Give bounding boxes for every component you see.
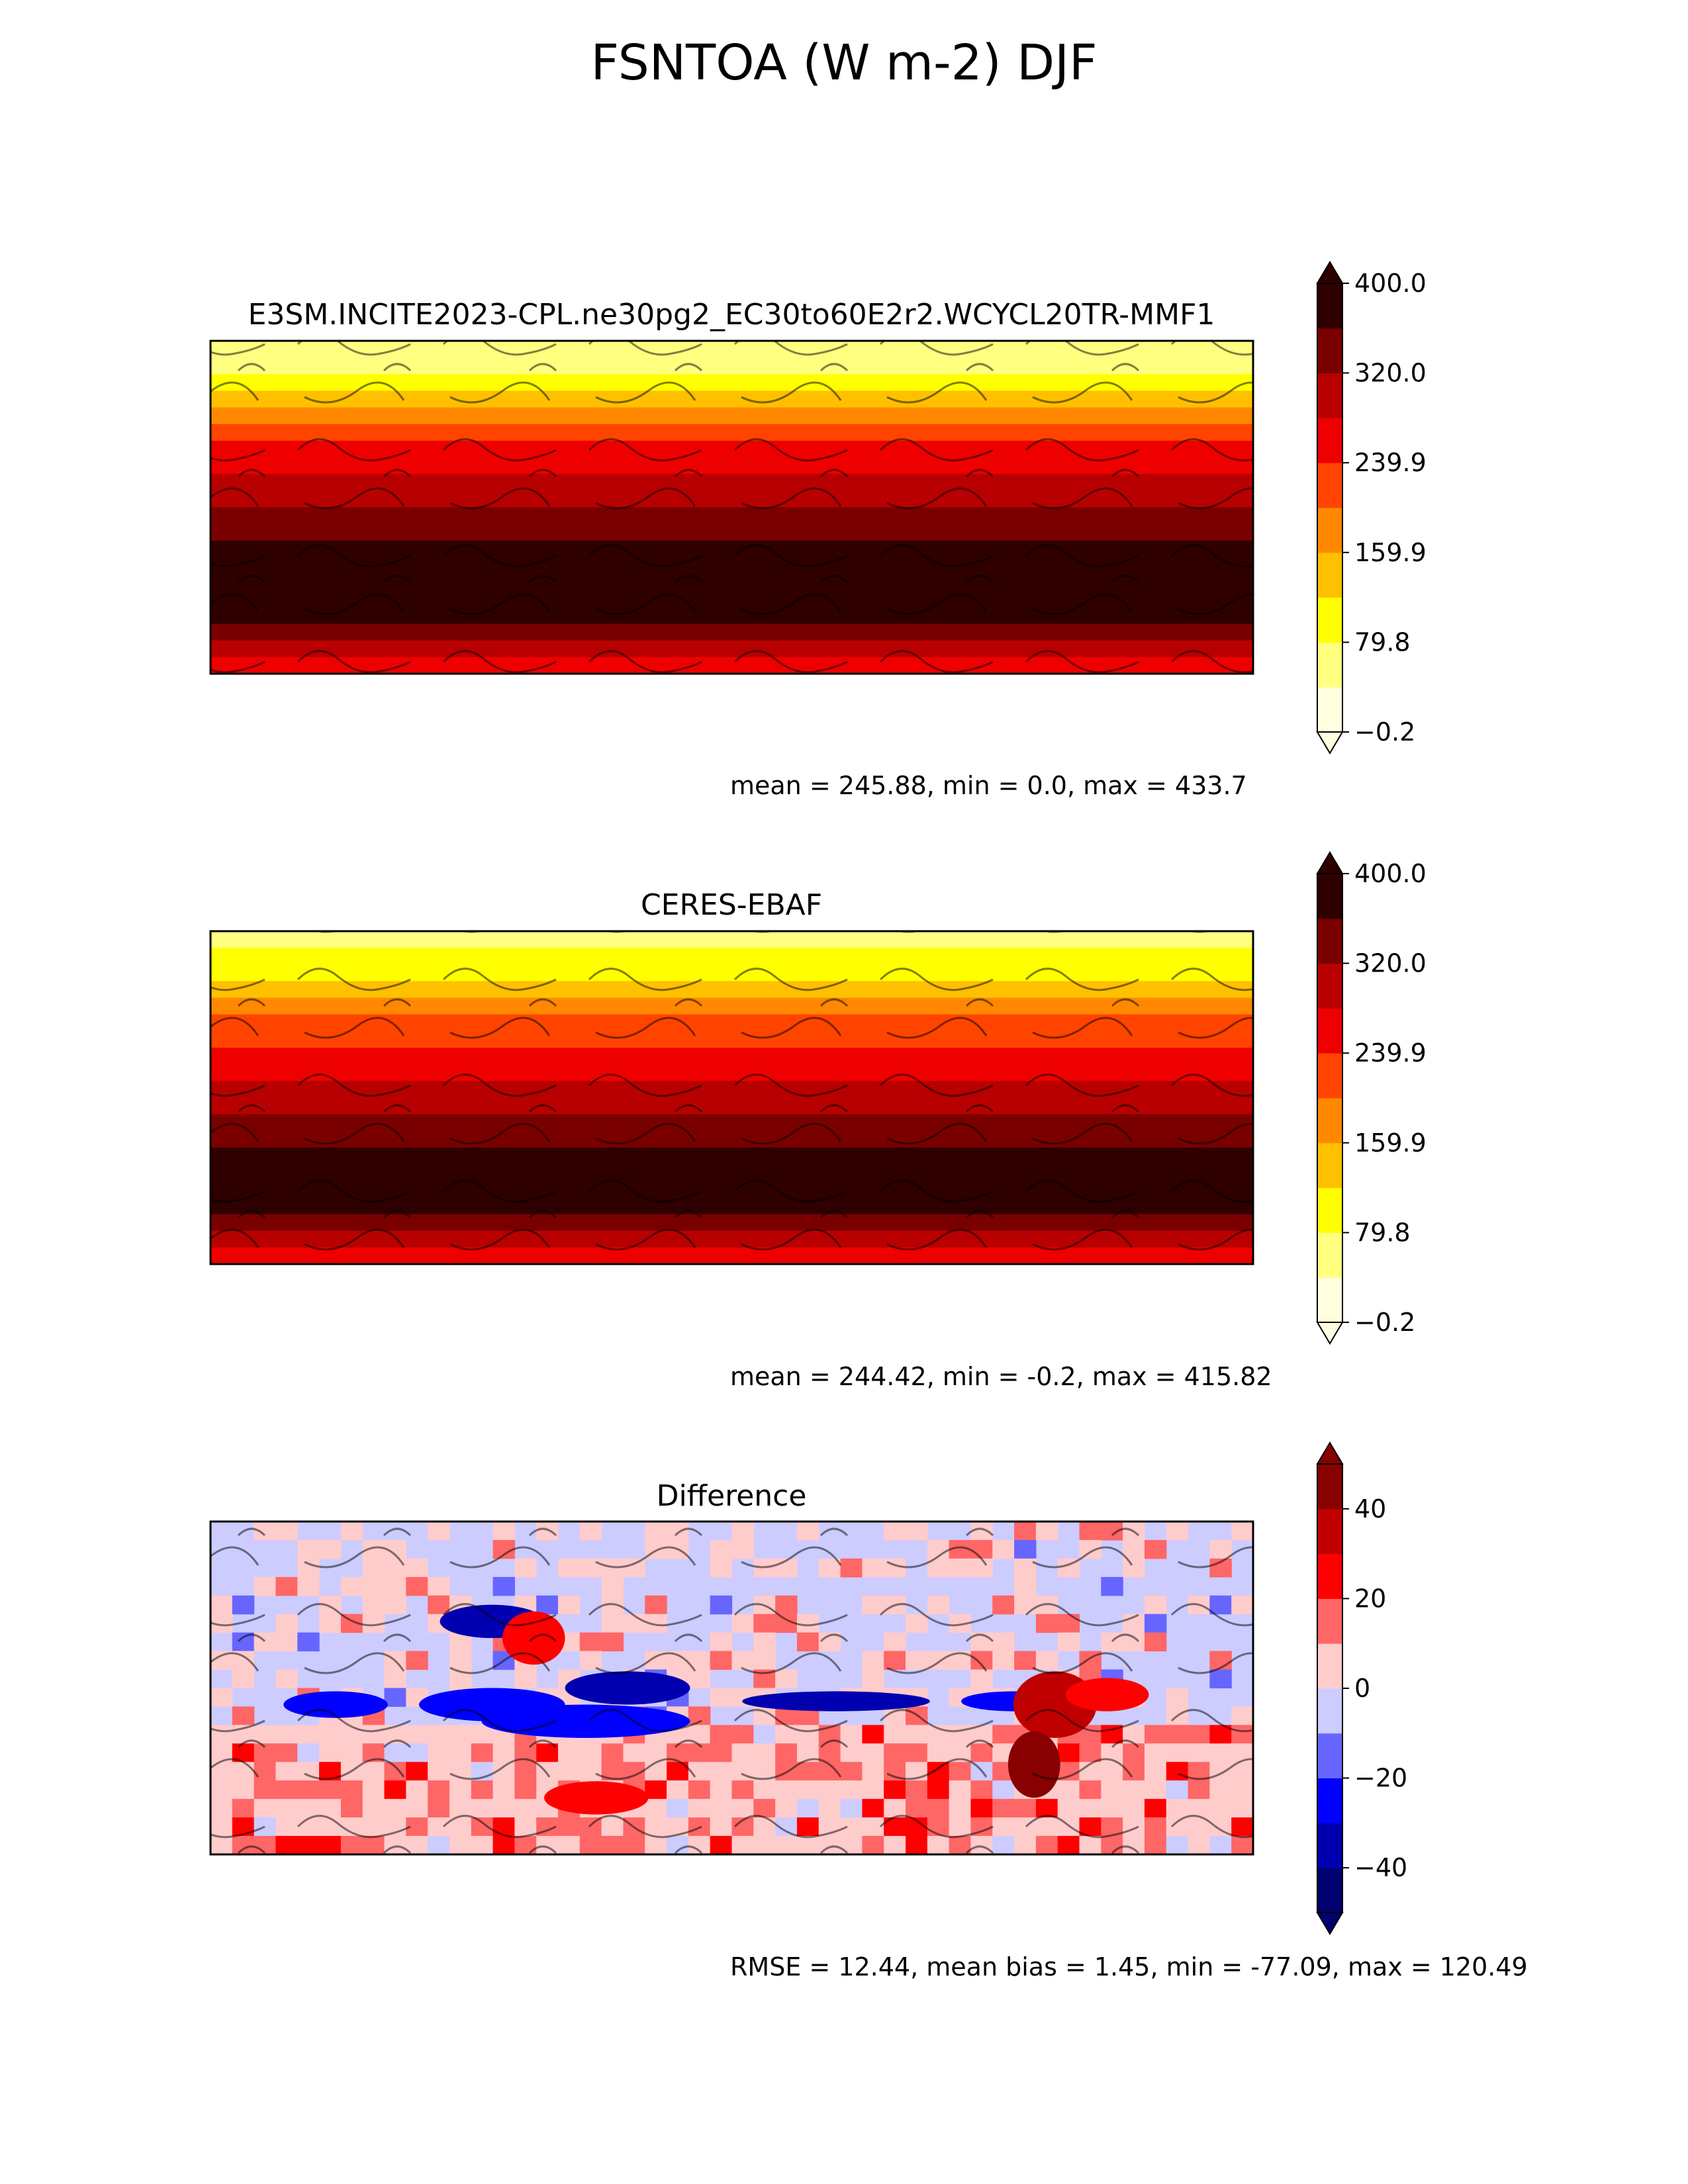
colorbar-segment	[1317, 1187, 1342, 1233]
colorbar-tick-label: 159.9	[1354, 1128, 1427, 1158]
colorbar-segment	[1317, 1868, 1342, 1913]
colorbar-segment	[1317, 642, 1342, 688]
colorbar-segment	[1317, 1053, 1342, 1099]
panel-3: Difference 40 20 0 −20 −40 RMSE = 12.44, mea…	[209, 1441, 1528, 1981]
colorbar-segment	[1317, 418, 1342, 463]
panel-1-title: E3SM.INCITE2023-CPL.ne30pg2_EC30to60E2r2…	[248, 298, 1215, 332]
colorbar-extend-max	[1316, 851, 1344, 874]
colorbar-segment	[1317, 963, 1342, 1009]
colorbar-tick-label: 320.0	[1354, 949, 1427, 978]
panel-3-coastlines	[211, 1522, 1253, 1854]
colorbar-tick-label: −40	[1354, 1853, 1407, 1882]
colorbar-segment	[1317, 1464, 1342, 1510]
panel-2-colorbar: 400.0 320.0 239.9 159.9 79.8 −0.2	[1316, 851, 1427, 1345]
colorbar-segment	[1317, 1508, 1342, 1555]
panel-2: CERES-EBAF 400.0320.0239.9159.979.8−0.2 …	[209, 851, 1427, 1391]
colorbar-extend-min	[1316, 1322, 1344, 1345]
panel-2-title: CERES-EBAF	[641, 888, 822, 922]
colorbar-segment	[1317, 1778, 1342, 1823]
colorbar-segment	[1317, 373, 1342, 418]
colorbar-tick-label: 20	[1354, 1584, 1386, 1613]
panel-3-map-frame	[209, 1520, 1254, 1856]
panel-2-coastlines	[211, 931, 1253, 1264]
colorbar-segment	[1317, 1277, 1342, 1323]
colorbar-segment	[1317, 1553, 1342, 1599]
colorbar-tick-label: 79.8	[1354, 1218, 1411, 1247]
colorbar-frame	[1317, 283, 1343, 733]
colorbar-tick-label: −0.2	[1354, 1308, 1415, 1337]
panel-1-map-frame	[209, 340, 1254, 675]
panel-1-stats: mean = 245.88, min = 0.0, max = 433.7	[730, 771, 1247, 800]
colorbar-tick-label: 400.0	[1354, 269, 1427, 298]
colorbar-tick-label: −20	[1354, 1764, 1407, 1793]
colorbar-segment	[1317, 283, 1342, 329]
colorbar-segment	[1317, 1142, 1342, 1189]
panel-3-colorbar: 40 20 0 −20 −40	[1316, 1441, 1407, 1935]
colorbar-extend-min	[1316, 731, 1344, 754]
colorbar-segment	[1317, 552, 1342, 598]
colorbar-segment	[1317, 687, 1342, 733]
panel-1-coastlines	[211, 341, 1253, 674]
colorbar-segment	[1317, 1098, 1342, 1144]
colorbar-segment	[1317, 463, 1342, 508]
colorbar-segment	[1317, 508, 1342, 553]
colorbar-tick-label: 320.0	[1354, 359, 1427, 388]
colorbar-segment	[1317, 1643, 1342, 1689]
colorbar-extend-max	[1316, 1441, 1344, 1465]
panel-3-stats: RMSE = 12.44, mean bias = 1.45, min = -7…	[730, 1952, 1528, 1981]
colorbar-segment	[1317, 1232, 1342, 1278]
panel-1: E3SM.INCITE2023-CPL.ne30pg2_EC30to60E2r2…	[209, 261, 1427, 800]
colorbar-extend-min	[1316, 1912, 1344, 1935]
colorbar-segment	[1317, 1008, 1342, 1054]
colorbar-segment	[1317, 1733, 1342, 1779]
colorbar-segment	[1317, 1688, 1342, 1734]
colorbar-segment	[1317, 1823, 1342, 1868]
panel-2-stats: mean = 244.42, min = -0.2, max = 415.82	[730, 1362, 1272, 1391]
colorbar-segment	[1317, 918, 1342, 964]
colorbar-frame	[1317, 873, 1343, 1323]
colorbar-segment	[1317, 328, 1342, 374]
panel-1-colorbar: 400.0 320.0 239.9 159.9 79.8 −0.2	[1316, 261, 1427, 754]
colorbar-segment	[1317, 597, 1342, 643]
colorbar-tick-label: 79.8	[1354, 627, 1411, 657]
colorbar-extend-max	[1316, 261, 1344, 284]
colorbar-tick-label: 400.0	[1354, 859, 1427, 888]
colorbar-segment	[1317, 1598, 1342, 1644]
colorbar-tick-label: −0.2	[1354, 717, 1415, 747]
colorbar-tick-label: 159.9	[1354, 538, 1427, 567]
panel-3-title: Difference	[657, 1479, 807, 1513]
colorbar-tick-label: 0	[1354, 1674, 1370, 1703]
colorbar-tick-label: 239.9	[1354, 448, 1427, 477]
panel-2-map-frame	[209, 930, 1254, 1265]
colorbar-tick-label: 239.9	[1354, 1038, 1427, 1068]
colorbar-segment	[1317, 874, 1342, 919]
figure-title: FSNTOA (W m-2) DJF	[590, 34, 1097, 91]
colorbar-tick-label: 40	[1354, 1494, 1386, 1524]
